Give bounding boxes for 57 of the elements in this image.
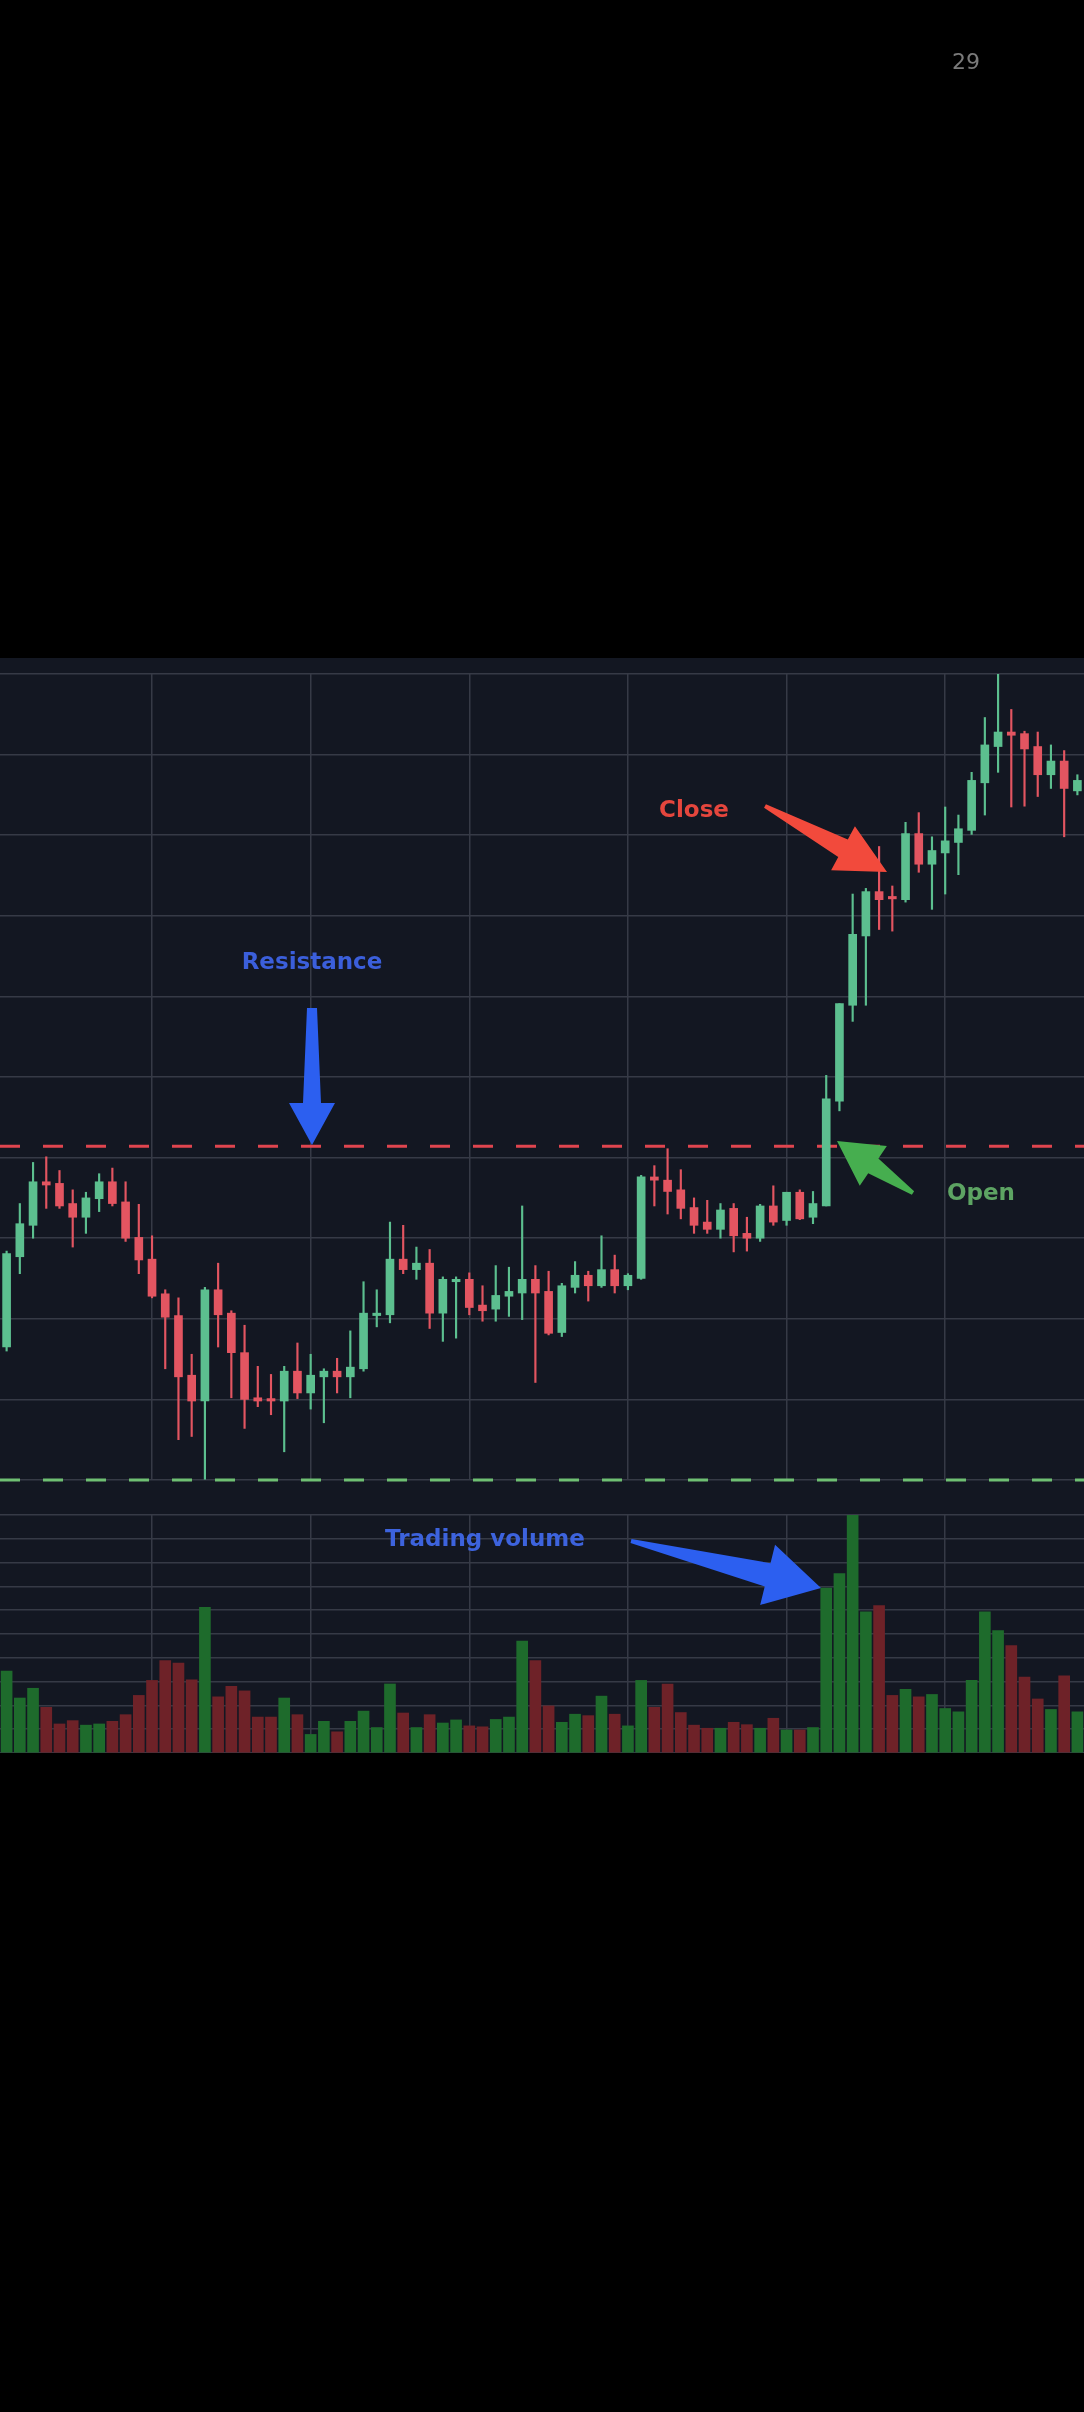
bar bbox=[199, 1607, 211, 1753]
bar bbox=[714, 1727, 727, 1753]
bar bbox=[212, 1696, 224, 1753]
bar bbox=[780, 1729, 793, 1753]
bar bbox=[463, 1725, 476, 1753]
bar bbox=[899, 1688, 912, 1753]
bar bbox=[344, 1721, 357, 1753]
bar bbox=[529, 1660, 542, 1753]
bar bbox=[582, 1715, 595, 1753]
bar bbox=[1031, 1698, 1044, 1753]
bar bbox=[1058, 1675, 1070, 1753]
text: 29 bbox=[952, 49, 980, 74]
bar bbox=[754, 1727, 766, 1753]
bar bbox=[952, 1711, 965, 1753]
bar bbox=[172, 1662, 185, 1753]
bar bbox=[1045, 1709, 1057, 1753]
bar bbox=[648, 1706, 661, 1753]
bar bbox=[833, 1573, 846, 1753]
bar bbox=[357, 1710, 370, 1753]
bar bbox=[965, 1680, 978, 1753]
bar bbox=[106, 1721, 119, 1753]
bar bbox=[238, 1690, 251, 1753]
bar bbox=[185, 1679, 198, 1753]
bar bbox=[1071, 1711, 1084, 1753]
candlestick bbox=[1020, 730, 1029, 807]
bar bbox=[542, 1705, 555, 1753]
bar bbox=[410, 1727, 423, 1753]
annotation: Resistance bbox=[241, 947, 383, 974]
bar bbox=[225, 1686, 238, 1753]
bar bbox=[860, 1611, 872, 1753]
bar bbox=[1018, 1676, 1031, 1753]
candlestick bbox=[597, 1235, 606, 1288]
bar bbox=[304, 1734, 317, 1753]
bar bbox=[912, 1696, 925, 1753]
bar bbox=[40, 1706, 53, 1753]
bar bbox=[278, 1697, 291, 1753]
bar bbox=[119, 1714, 132, 1753]
bar bbox=[661, 1683, 674, 1753]
annotation: Open bbox=[947, 1178, 1015, 1205]
bar bbox=[318, 1721, 330, 1753]
bar bbox=[0, 1670, 13, 1753]
candlestick bbox=[478, 1285, 487, 1322]
bar bbox=[476, 1726, 489, 1753]
bar bbox=[846, 1515, 859, 1753]
annotation: Trading volume bbox=[385, 1524, 585, 1551]
annotation: Close bbox=[659, 795, 729, 822]
bar bbox=[595, 1695, 608, 1753]
bar bbox=[767, 1717, 780, 1753]
bar bbox=[66, 1720, 79, 1753]
bar bbox=[291, 1714, 304, 1753]
bar bbox=[331, 1731, 343, 1753]
bar bbox=[1005, 1645, 1018, 1753]
bar bbox=[793, 1729, 806, 1753]
bar bbox=[423, 1714, 436, 1753]
bar bbox=[397, 1712, 410, 1753]
bar bbox=[608, 1713, 621, 1753]
bar bbox=[53, 1723, 66, 1753]
